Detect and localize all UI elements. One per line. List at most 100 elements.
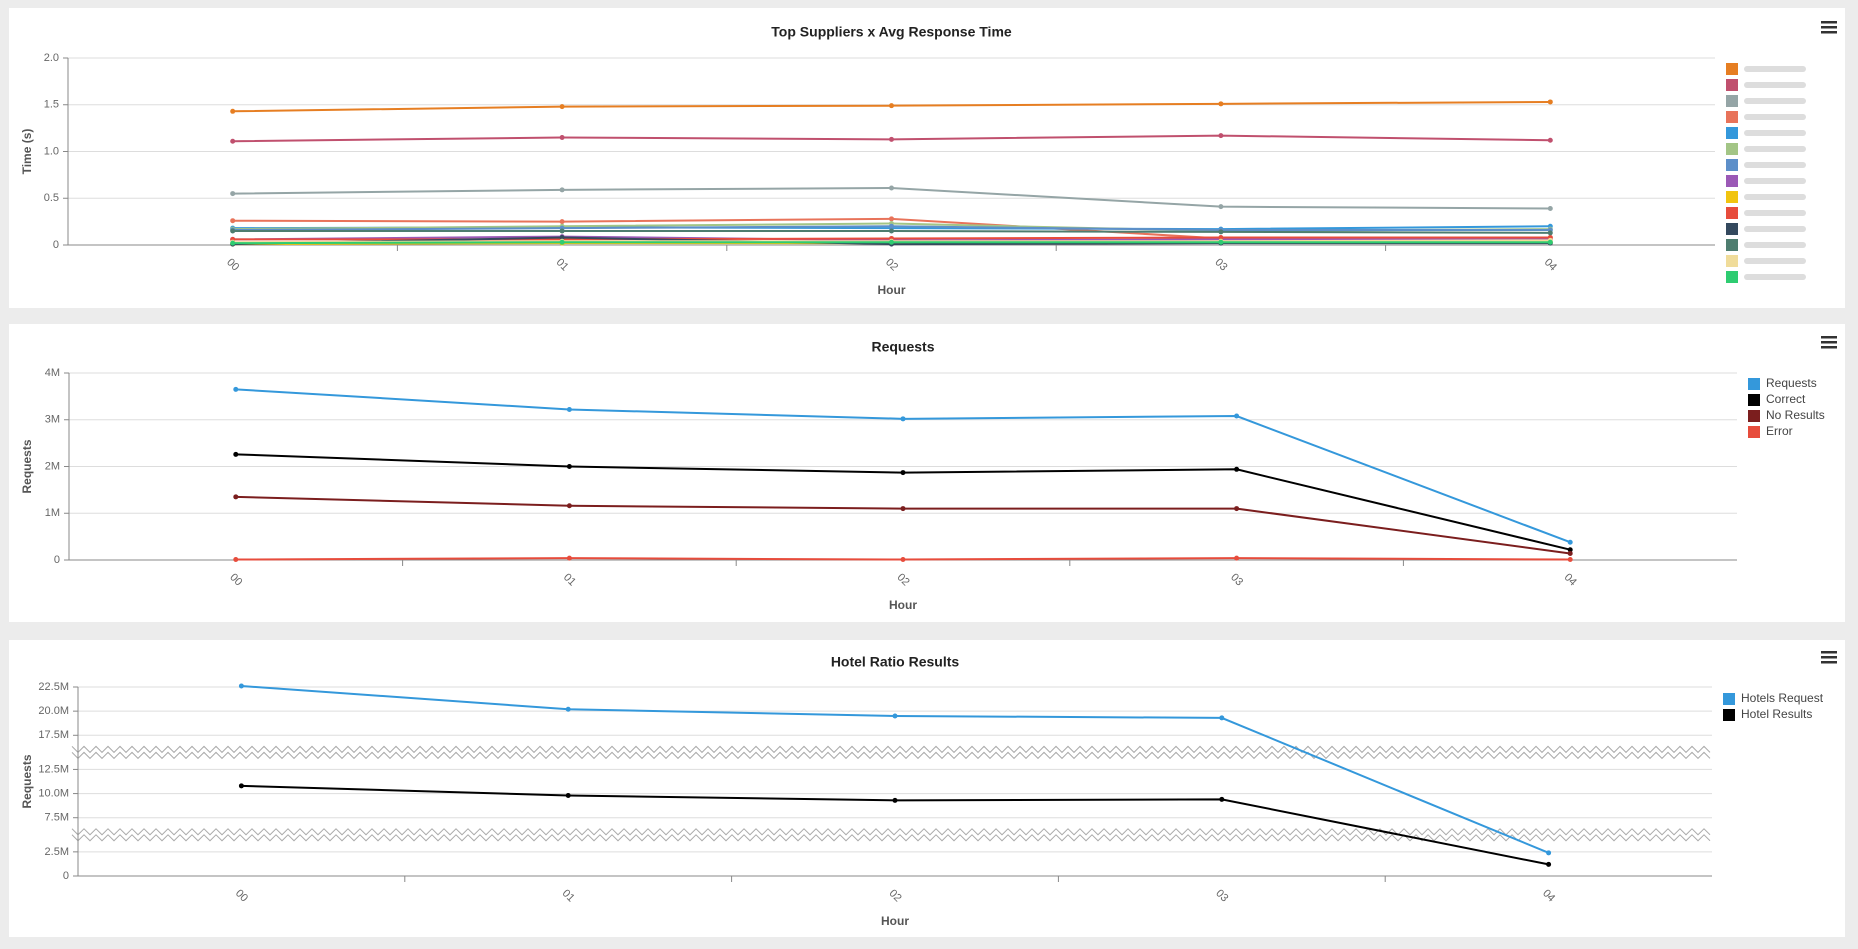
data-point [1234,466,1240,472]
y-tick-label: 1.5 [44,99,59,111]
data-point [889,136,894,142]
data-point [900,470,906,476]
legend-swatch [1726,207,1738,219]
legend-label: Requests [1766,376,1817,390]
data-point [230,228,236,234]
y-tick-label: 10.0M [38,787,69,799]
y-tick-label: 12.5M [38,763,69,775]
menu-button[interactable] [1821,21,1837,34]
data-point [892,797,898,803]
legend-label: Hotels Request [1741,691,1824,705]
legend-label-redacted [1744,178,1806,184]
data-point [1547,206,1553,212]
data-point [1546,850,1552,856]
legend-swatch [1726,239,1738,251]
y-tick-label: 0 [54,554,60,566]
data-point [230,191,236,197]
data-point [1218,101,1224,107]
data-point [230,240,236,246]
legend-label-redacted [1744,242,1806,248]
legend-swatch [1748,378,1760,390]
chart-title: Top Suppliers x Avg Response Time [771,24,1012,40]
y-tick-label: 17.5M [38,729,69,741]
y-tick-label: 0 [53,239,59,251]
menu-button[interactable] [1821,651,1837,664]
y-tick-label: 1.0 [44,145,59,157]
legend-label-redacted [1744,82,1806,88]
data-point [559,228,565,234]
data-point [230,108,236,114]
y-tick-label: 2.0 [44,52,59,64]
data-point [889,223,894,229]
y-tick-label: 2.5M [45,846,69,858]
legend-swatch [1726,159,1738,171]
data-point [1567,550,1573,556]
data-point [566,555,572,561]
data-point [566,464,572,469]
data-point [900,557,906,563]
chart-title: Hotel Ratio Results [831,654,960,670]
legend-label-redacted [1744,66,1806,72]
data-point [238,683,244,689]
panel [9,640,1845,937]
data-point [238,783,244,789]
y-axis-title: Requests [20,754,34,808]
axis-break-line [71,751,1711,760]
data-point [230,218,236,224]
legend-label-redacted [1744,226,1806,232]
x-axis-title: Hour [881,914,909,928]
data-point [1547,137,1553,143]
data-point [559,104,565,110]
data-point [1547,230,1553,236]
legend-swatch [1726,79,1738,91]
data-point [233,451,239,457]
legend-swatch [1726,95,1738,107]
data-point [892,713,898,719]
y-tick-label: 22.5M [38,681,69,693]
legend-swatch [1748,410,1760,422]
data-point [900,416,906,422]
legend-swatch [1726,191,1738,203]
data-point [230,138,236,144]
x-axis-title: Hour [889,598,917,612]
legend-swatch [1726,223,1738,235]
legend-label-redacted [1744,210,1806,216]
y-tick-label: 0 [63,870,69,882]
legend-label-redacted [1744,162,1806,168]
legend-swatch [1726,127,1738,139]
y-axis-title: Time (s) [20,129,34,175]
data-point [566,503,572,509]
data-point [233,494,239,500]
legend-swatch [1726,175,1738,187]
legend-label-redacted [1744,114,1806,120]
data-point [889,103,894,109]
data-point [559,219,565,225]
data-point [566,406,572,412]
legend-swatch [1748,394,1760,406]
legend-label-redacted [1744,146,1806,152]
legend-swatch [1726,143,1738,155]
data-point [889,185,894,191]
data-point [565,793,571,799]
legend-swatch [1726,63,1738,75]
data-point [565,706,571,712]
data-point [1218,204,1224,210]
legend-label-redacted [1744,274,1806,280]
panel [9,8,1845,308]
data-point [233,557,239,563]
axis-break-line [71,834,1711,842]
data-point [889,228,894,234]
legend-swatch [1723,693,1735,705]
data-point [1234,555,1240,561]
data-point [559,187,565,193]
data-point [1547,99,1553,105]
y-tick-label: 20.0M [38,705,69,717]
axis-break-line [71,745,1711,754]
legend-label: Hotel Results [1741,707,1812,721]
menu-button[interactable] [1821,336,1837,349]
data-point [1219,715,1225,721]
y-tick-label: 0.5 [44,192,59,204]
data-point [889,216,894,222]
